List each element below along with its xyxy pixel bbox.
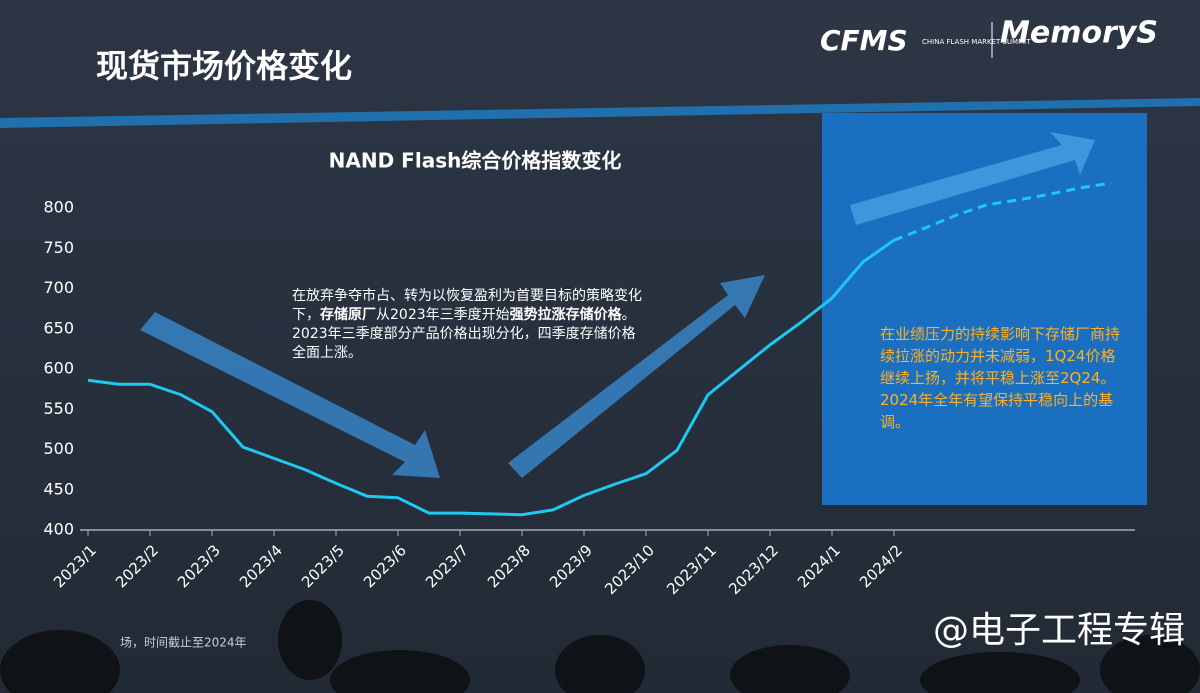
annotation-run: 存储原厂 <box>320 307 376 323</box>
y-tick-label: 500 <box>43 439 74 458</box>
annotation: 在放弃争夺市占、转为以恢复盈利为首要目标的策略变化下，存储原厂从2023年三季度… <box>292 287 647 363</box>
annotation-run: 在放弃争夺市占、转为以恢复盈利为首要目标的策略变化下， <box>292 288 642 323</box>
footnote: 场，时间截止至2024年 <box>120 636 247 650</box>
annotation-run: 强势拉涨存储价格 <box>509 307 622 323</box>
chart-title: NAND Flash综合价格指数变化 <box>329 149 622 173</box>
logo: CFMS <box>820 24 908 57</box>
y-tick-label: 800 <box>43 198 74 217</box>
annotation-run: 。2023年三季度部分产品价格出现分化，四季度存储价格全面上涨。 <box>292 307 636 361</box>
audience <box>0 600 1200 693</box>
annotation-run: 从2023年三季度开始 <box>376 307 510 323</box>
logo-sub: CHINA FLASH MARKET SUMMIT <box>922 38 1031 46</box>
y-tick-label: 450 <box>43 479 74 498</box>
y-tick-label: 700 <box>43 278 74 297</box>
y-tick-label: 550 <box>43 399 74 418</box>
annotation: 在业绩压力的持续影响下存储厂商持续拉涨的动力并未减弱，1Q24价格继续上扬，并将… <box>880 325 1121 431</box>
y-tick-label: 600 <box>43 359 74 378</box>
y-tick-label: 400 <box>43 520 74 539</box>
header-band <box>0 98 1200 128</box>
watermark: @电子工程专辑 <box>933 610 1185 651</box>
data-line <box>87 238 895 517</box>
logo: MemoryS <box>1000 16 1158 51</box>
slide-title: 现货市场价格变化 <box>96 47 352 85</box>
data-line <box>893 181 1112 242</box>
arrow-right <box>850 132 1095 225</box>
arrow-up <box>508 275 765 478</box>
arrow-down <box>140 312 440 478</box>
y-tick-label: 750 <box>43 238 74 257</box>
y-tick-label: 650 <box>43 318 74 337</box>
